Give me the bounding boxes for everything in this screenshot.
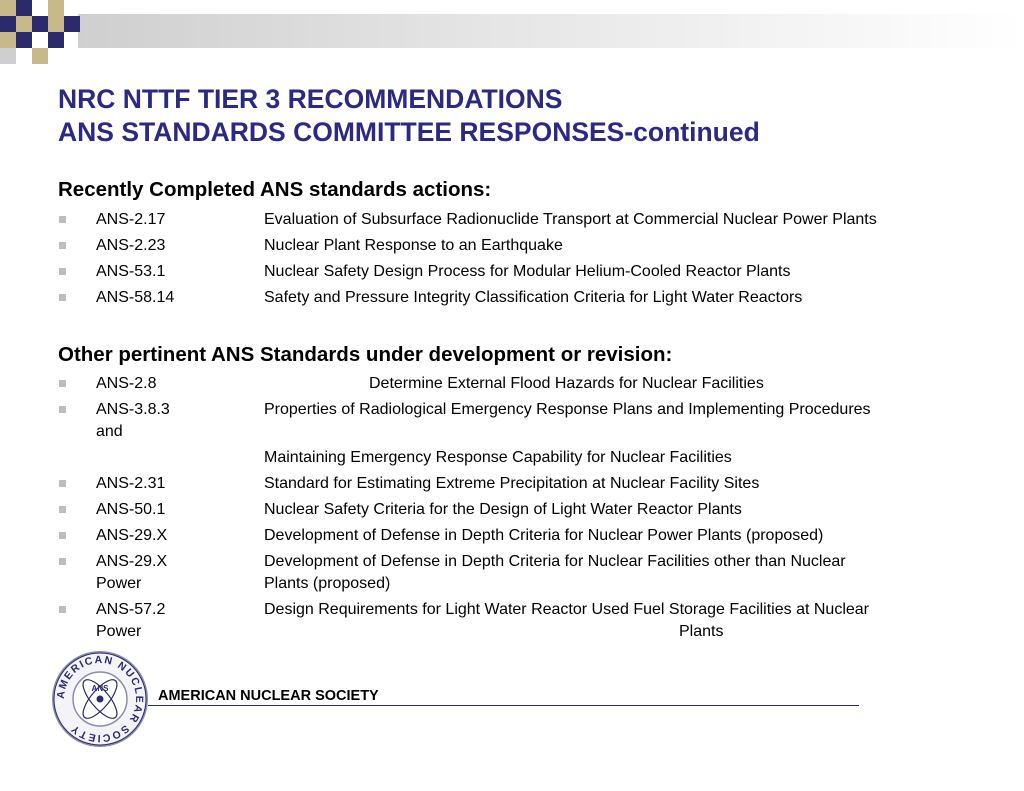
standard-description: Development of Defense in Depth Criteria… [264,553,846,570]
bullet-icon [59,532,66,539]
standard-description: Design Requirements for Light Water Reac… [264,601,869,618]
ans-logo: AMERICAN NUCLEAR SOCIETY ANS [51,650,149,753]
list-item: ANS-2.8 Determine External Flood Hazards… [0,373,1024,399]
bullet-icon [59,506,66,513]
standard-description: Standard for Estimating Extreme Precipit… [264,475,760,492]
list-item: ANS-2.17 Evaluation of Subsurface Radion… [0,209,1024,235]
header-square [32,16,48,32]
standard-code: ANS-2.23 [96,237,166,254]
header-square [16,0,32,16]
standard-description: Determine External Flood Hazards for Nuc… [369,375,764,392]
standard-code: ANS-53.1 [96,263,166,280]
header-square [0,16,16,32]
bullet-icon [59,558,66,565]
header-square [48,0,64,16]
list-item: ANS-29.X Development of Defense in Depth… [0,525,1024,551]
title-line-2: ANS STANDARDS COMMITTEE RESPONSES-contin… [58,117,760,147]
header-square [16,16,32,32]
bullet-icon [59,480,66,487]
bullet-icon [59,380,66,387]
standard-code: ANS-50.1 [96,501,166,518]
standard-code: ANS-2.31 [96,475,166,492]
development-heading: Other pertinent ANS Standards under deve… [58,343,673,366]
header-square [16,32,32,48]
list-item: ANS-3.8.3 Properties of Radiological Eme… [0,399,1024,425]
list-item: ANS-2.23 Nuclear Plant Response to an Ea… [0,235,1024,261]
standard-code: ANS-2.8 [96,375,157,392]
standard-description: Nuclear Plant Response to an Earthquake [264,237,563,254]
standard-code-continuation: and [96,423,123,440]
bullet-icon [59,242,66,249]
header-square [48,16,64,32]
list-item: ANS-29.X Development of Defense in Depth… [0,551,1024,577]
standard-description: Safety and Pressure Integrity Classifica… [264,289,803,306]
list-item: ANS-58.14 Safety and Pressure Integrity … [0,287,1024,313]
standard-code: ANS-29.X [96,553,168,570]
list-item: ANS-53.1 Nuclear Safety Design Process f… [0,261,1024,287]
standard-description-continuation: Plants (proposed) [264,575,391,592]
footer-org-name: AMERICAN NUCLEAR SOCIETY [158,688,379,704]
footer-divider [148,705,859,706]
standard-code: ANS-29.X [96,527,168,544]
bullet-icon [59,606,66,613]
standard-code: ANS-57.2 [96,601,166,618]
header-square [0,48,16,64]
bullet-icon [59,294,66,301]
standard-description: Evaluation of Subsurface Radionuclide Tr… [264,211,877,228]
logo-letters: ANS [92,684,110,693]
standard-description-continuation: Plants [679,623,724,640]
completed-heading: Recently Completed ANS standards actions… [58,178,492,201]
ans-seal-icon: AMERICAN NUCLEAR SOCIETY ANS [52,651,148,747]
header-square [32,48,48,64]
page-title: NRC NTTF TIER 3 RECOMMENDATIONS ANS STAN… [58,83,760,149]
bullet-icon [59,216,66,223]
standard-code: ANS-58.14 [96,289,175,306]
bullet-icon [59,268,66,275]
header-square [0,0,16,16]
header-square [64,16,80,32]
standard-description: Nuclear Safety Design Process for Modula… [264,263,791,280]
standard-description-continuation: Maintaining Emergency Response Capabilit… [264,449,732,466]
standard-description: Nuclear Safety Criteria for the Design o… [264,501,742,518]
list-item: ANS-50.1 Nuclear Safety Criteria for the… [0,499,1024,525]
header-square [0,32,16,48]
standard-code-continuation: Power [96,575,142,592]
standard-description: Properties of Radiological Emergency Res… [264,401,871,418]
list-item: ANS-2.31 Standard for Estimating Extreme… [0,473,1024,499]
bullet-icon [59,406,66,413]
standard-code: ANS-2.17 [96,211,166,228]
header-square [48,32,64,48]
header-band [78,14,1024,48]
standard-code-continuation: Power [96,623,142,640]
standard-description: Development of Defense in Depth Criteria… [264,527,824,544]
list-item: ANS-57.2 Design Requirements for Light W… [0,599,1024,625]
standard-code: ANS-3.8.3 [96,401,170,418]
title-line-1: NRC NTTF TIER 3 RECOMMENDATIONS [58,84,563,114]
